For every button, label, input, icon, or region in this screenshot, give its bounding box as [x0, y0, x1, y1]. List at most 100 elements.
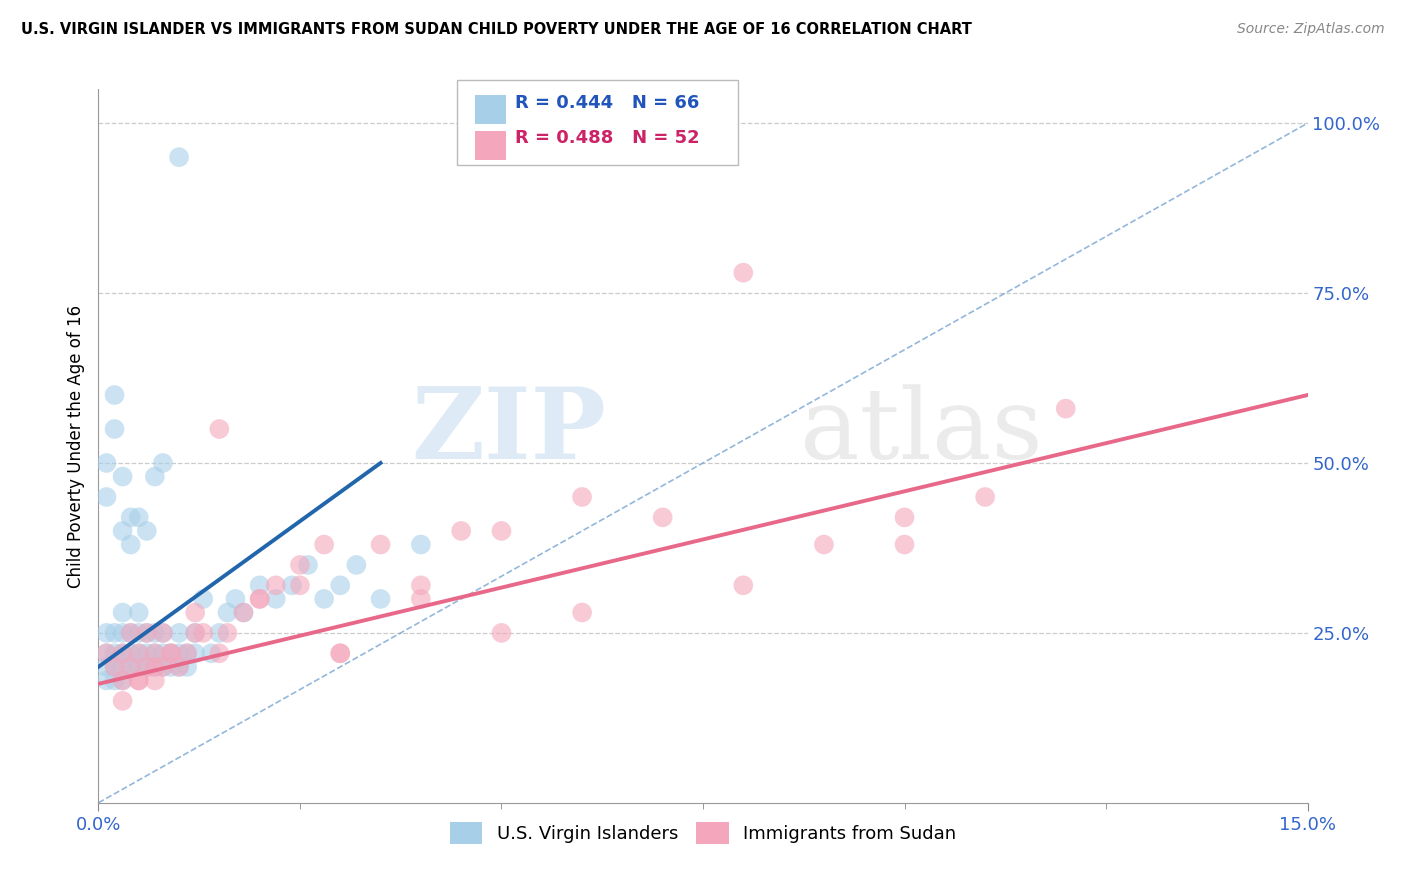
- Point: [135, 626, 157, 640]
- Point: [409, 591, 432, 606]
- Point: [314, 591, 336, 606]
- Point: [135, 646, 157, 660]
- Point: [128, 606, 150, 620]
- Point: [160, 646, 183, 660]
- Point: [167, 646, 190, 660]
- Point: [1054, 401, 1077, 416]
- Point: [111, 646, 134, 660]
- Point: [160, 660, 183, 674]
- Point: [96, 646, 118, 660]
- Point: [208, 646, 231, 660]
- Text: atlas: atlas: [800, 384, 1042, 480]
- Point: [184, 606, 207, 620]
- Point: [160, 646, 183, 660]
- Point: [264, 591, 287, 606]
- Point: [491, 524, 513, 538]
- Point: [974, 490, 997, 504]
- Point: [249, 591, 271, 606]
- Point: [120, 626, 142, 640]
- Point: [733, 266, 755, 280]
- Point: [288, 578, 311, 592]
- Point: [152, 646, 174, 660]
- Point: [193, 626, 215, 640]
- Point: [152, 660, 174, 674]
- Legend: U.S. Virgin Islanders, Immigrants from Sudan: U.S. Virgin Islanders, Immigrants from S…: [443, 814, 963, 851]
- Point: [813, 537, 835, 551]
- Point: [143, 660, 166, 674]
- Text: U.S. VIRGIN ISLANDER VS IMMIGRANTS FROM SUDAN CHILD POVERTY UNDER THE AGE OF 16 : U.S. VIRGIN ISLANDER VS IMMIGRANTS FROM …: [21, 22, 972, 37]
- Text: R = 0.444   N = 66: R = 0.444 N = 66: [515, 94, 699, 112]
- Point: [651, 510, 673, 524]
- Point: [176, 646, 198, 660]
- Point: [450, 524, 472, 538]
- Point: [184, 626, 207, 640]
- Point: [200, 646, 222, 660]
- Point: [329, 646, 352, 660]
- Point: [152, 456, 174, 470]
- Point: [208, 422, 231, 436]
- Point: [128, 626, 150, 640]
- Point: [96, 456, 118, 470]
- Point: [370, 537, 392, 551]
- Point: [135, 660, 157, 674]
- Point: [217, 606, 239, 620]
- Point: [167, 660, 190, 674]
- Point: [167, 626, 190, 640]
- Point: [571, 606, 593, 620]
- Point: [329, 646, 352, 660]
- Point: [167, 150, 190, 164]
- Point: [103, 646, 125, 660]
- Point: [152, 626, 174, 640]
- Point: [264, 578, 287, 592]
- Point: [96, 673, 118, 688]
- Point: [249, 591, 271, 606]
- Point: [128, 646, 150, 660]
- Point: [224, 591, 246, 606]
- Point: [160, 646, 183, 660]
- Point: [176, 660, 198, 674]
- Point: [232, 606, 254, 620]
- Point: [111, 660, 134, 674]
- Point: [128, 673, 150, 688]
- Point: [193, 591, 215, 606]
- Point: [103, 660, 125, 674]
- Point: [409, 537, 432, 551]
- Point: [111, 673, 134, 688]
- Text: Source: ZipAtlas.com: Source: ZipAtlas.com: [1237, 22, 1385, 37]
- Point: [120, 537, 142, 551]
- Point: [128, 510, 150, 524]
- Point: [111, 673, 134, 688]
- Text: ZIP: ZIP: [412, 384, 606, 480]
- Point: [103, 673, 125, 688]
- Point: [143, 469, 166, 483]
- Point: [143, 646, 166, 660]
- Point: [135, 626, 157, 640]
- Point: [281, 578, 304, 592]
- Point: [409, 578, 432, 592]
- Point: [184, 646, 207, 660]
- Point: [167, 660, 190, 674]
- Point: [96, 646, 118, 660]
- Point: [111, 646, 134, 660]
- Point: [217, 626, 239, 640]
- Point: [143, 646, 166, 660]
- Point: [111, 469, 134, 483]
- Point: [249, 578, 271, 592]
- Point: [103, 422, 125, 436]
- Point: [370, 591, 392, 606]
- Point: [96, 660, 118, 674]
- Point: [152, 626, 174, 640]
- Point: [135, 524, 157, 538]
- Point: [329, 578, 352, 592]
- Point: [111, 626, 134, 640]
- Point: [96, 626, 118, 640]
- Point: [344, 558, 367, 572]
- Point: [135, 660, 157, 674]
- Point: [176, 646, 198, 660]
- Point: [288, 558, 311, 572]
- Point: [103, 626, 125, 640]
- Point: [96, 490, 118, 504]
- Point: [120, 660, 142, 674]
- Point: [571, 490, 593, 504]
- Point: [232, 606, 254, 620]
